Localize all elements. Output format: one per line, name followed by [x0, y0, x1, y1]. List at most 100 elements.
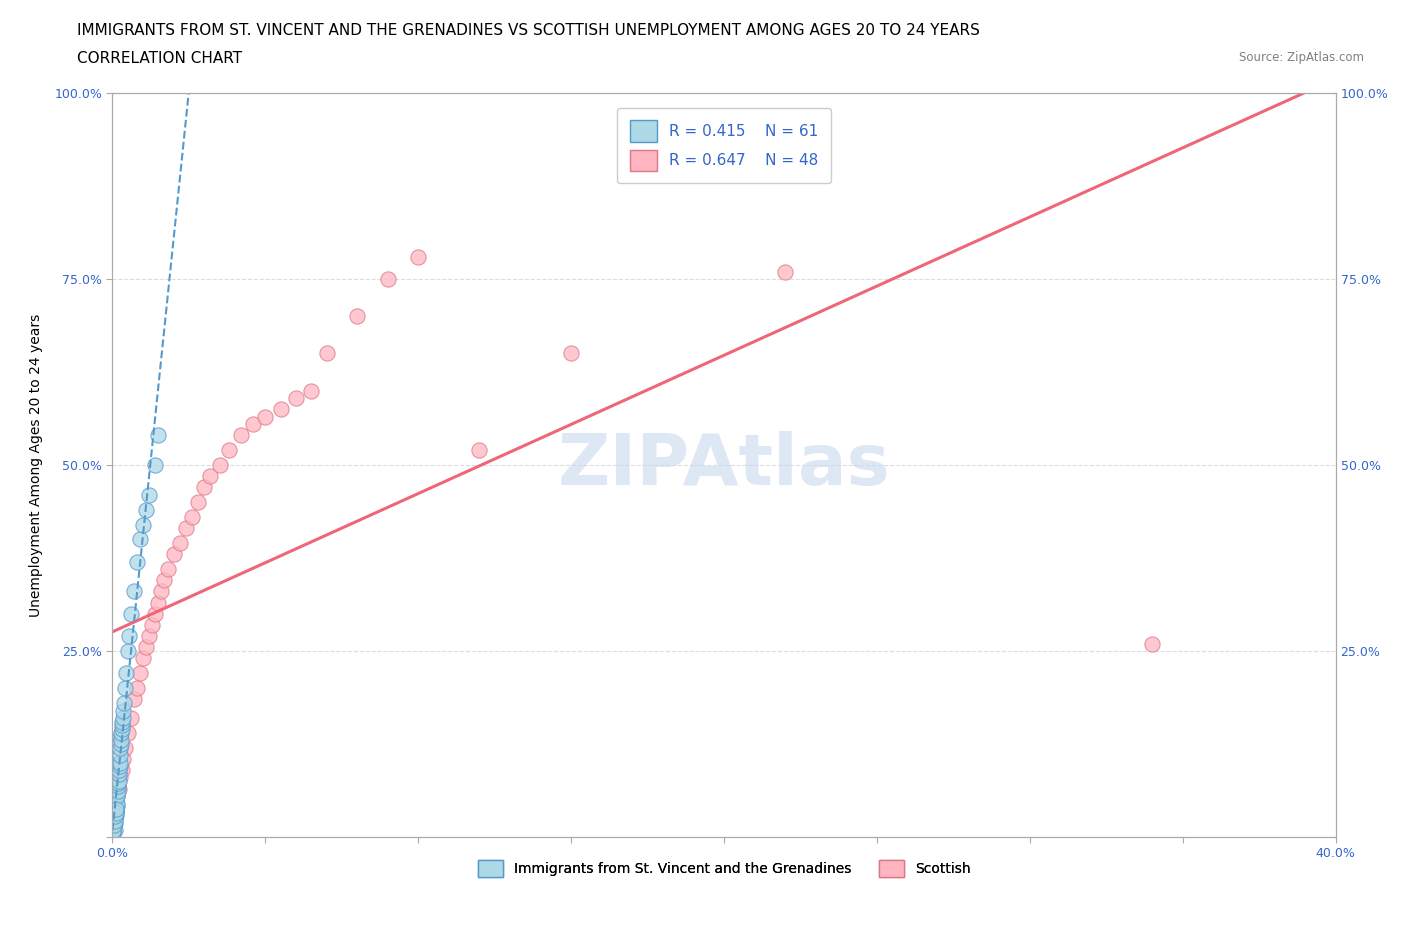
Point	[104, 792, 127, 807]
Point	[138, 487, 160, 502]
Point	[208, 458, 231, 472]
Point	[104, 816, 127, 830]
Point	[105, 789, 128, 804]
Point	[114, 740, 136, 755]
Point	[103, 815, 125, 830]
Point	[169, 536, 191, 551]
Point	[103, 817, 125, 831]
Point	[105, 804, 128, 818]
Point	[104, 805, 127, 820]
Point	[118, 629, 141, 644]
Point	[108, 759, 131, 774]
Point	[103, 811, 125, 826]
Point	[104, 807, 127, 822]
Point	[122, 584, 145, 599]
Point	[111, 714, 134, 729]
Point	[104, 822, 127, 837]
Point	[107, 781, 129, 796]
Point	[254, 409, 277, 424]
Point	[242, 417, 264, 432]
Point	[132, 517, 155, 532]
Point	[104, 804, 127, 818]
Point	[377, 272, 399, 286]
Point	[174, 521, 197, 536]
Point	[104, 813, 127, 828]
Point	[181, 510, 204, 525]
Point	[299, 383, 322, 398]
Point	[103, 817, 125, 832]
Point	[107, 774, 129, 789]
Point	[108, 770, 131, 785]
Point	[150, 584, 173, 599]
Point	[105, 796, 128, 811]
Point	[148, 595, 170, 610]
Point	[122, 692, 145, 707]
Text: ZIPAtlas: ZIPAtlas	[558, 431, 890, 499]
Point	[560, 346, 582, 361]
Legend: Immigrants from St. Vincent and the Grenadines, Scottish: Immigrants from St. Vincent and the Gren…	[472, 854, 976, 883]
Point	[284, 391, 308, 405]
Point	[141, 618, 163, 632]
Point	[108, 763, 131, 777]
Point	[117, 644, 139, 658]
Point	[111, 711, 134, 725]
Point	[468, 443, 491, 458]
Point	[107, 776, 129, 790]
Point	[112, 703, 135, 718]
Point	[125, 681, 148, 696]
Point	[218, 443, 240, 458]
Point	[104, 807, 127, 822]
Point	[120, 711, 142, 725]
Point	[112, 696, 135, 711]
Point	[1142, 636, 1164, 651]
Point	[105, 777, 128, 792]
Text: Source: ZipAtlas.com: Source: ZipAtlas.com	[1239, 51, 1364, 64]
Point	[108, 766, 131, 781]
Point	[107, 779, 129, 794]
Point	[111, 722, 134, 737]
Point	[105, 802, 128, 817]
Point	[775, 264, 797, 279]
Point	[408, 249, 430, 264]
Point	[117, 725, 139, 740]
Point	[346, 309, 368, 324]
Point	[105, 796, 128, 811]
Point	[125, 554, 148, 569]
Point	[104, 804, 127, 818]
Point	[110, 740, 132, 755]
Point	[110, 733, 132, 748]
Point	[270, 402, 292, 417]
Point	[156, 562, 179, 577]
Point	[143, 606, 166, 621]
Point	[108, 755, 131, 770]
Point	[153, 573, 176, 588]
Point	[104, 777, 127, 792]
Point	[135, 640, 157, 655]
Point	[163, 547, 186, 562]
Point	[135, 502, 157, 517]
Point	[129, 532, 152, 547]
Point	[101, 815, 124, 830]
Point	[111, 763, 134, 777]
Point	[107, 783, 129, 798]
Point	[104, 800, 127, 815]
Point	[103, 824, 125, 839]
Point	[104, 785, 127, 800]
Point	[110, 737, 132, 751]
Point	[101, 826, 124, 841]
Point	[132, 651, 155, 666]
Point	[105, 802, 128, 817]
Point	[114, 681, 136, 696]
Point	[108, 748, 131, 763]
Point	[103, 820, 125, 835]
Point	[107, 755, 129, 770]
Point	[229, 428, 252, 443]
Point	[104, 770, 127, 785]
Text: CORRELATION CHART: CORRELATION CHART	[77, 51, 242, 66]
Point	[148, 428, 170, 443]
Text: IMMIGRANTS FROM ST. VINCENT AND THE GRENADINES VS SCOTTISH UNEMPLOYMENT AMONG AG: IMMIGRANTS FROM ST. VINCENT AND THE GREN…	[77, 23, 980, 38]
Point	[315, 346, 337, 361]
Point	[138, 629, 160, 644]
Point	[200, 469, 222, 484]
Point	[193, 480, 215, 495]
